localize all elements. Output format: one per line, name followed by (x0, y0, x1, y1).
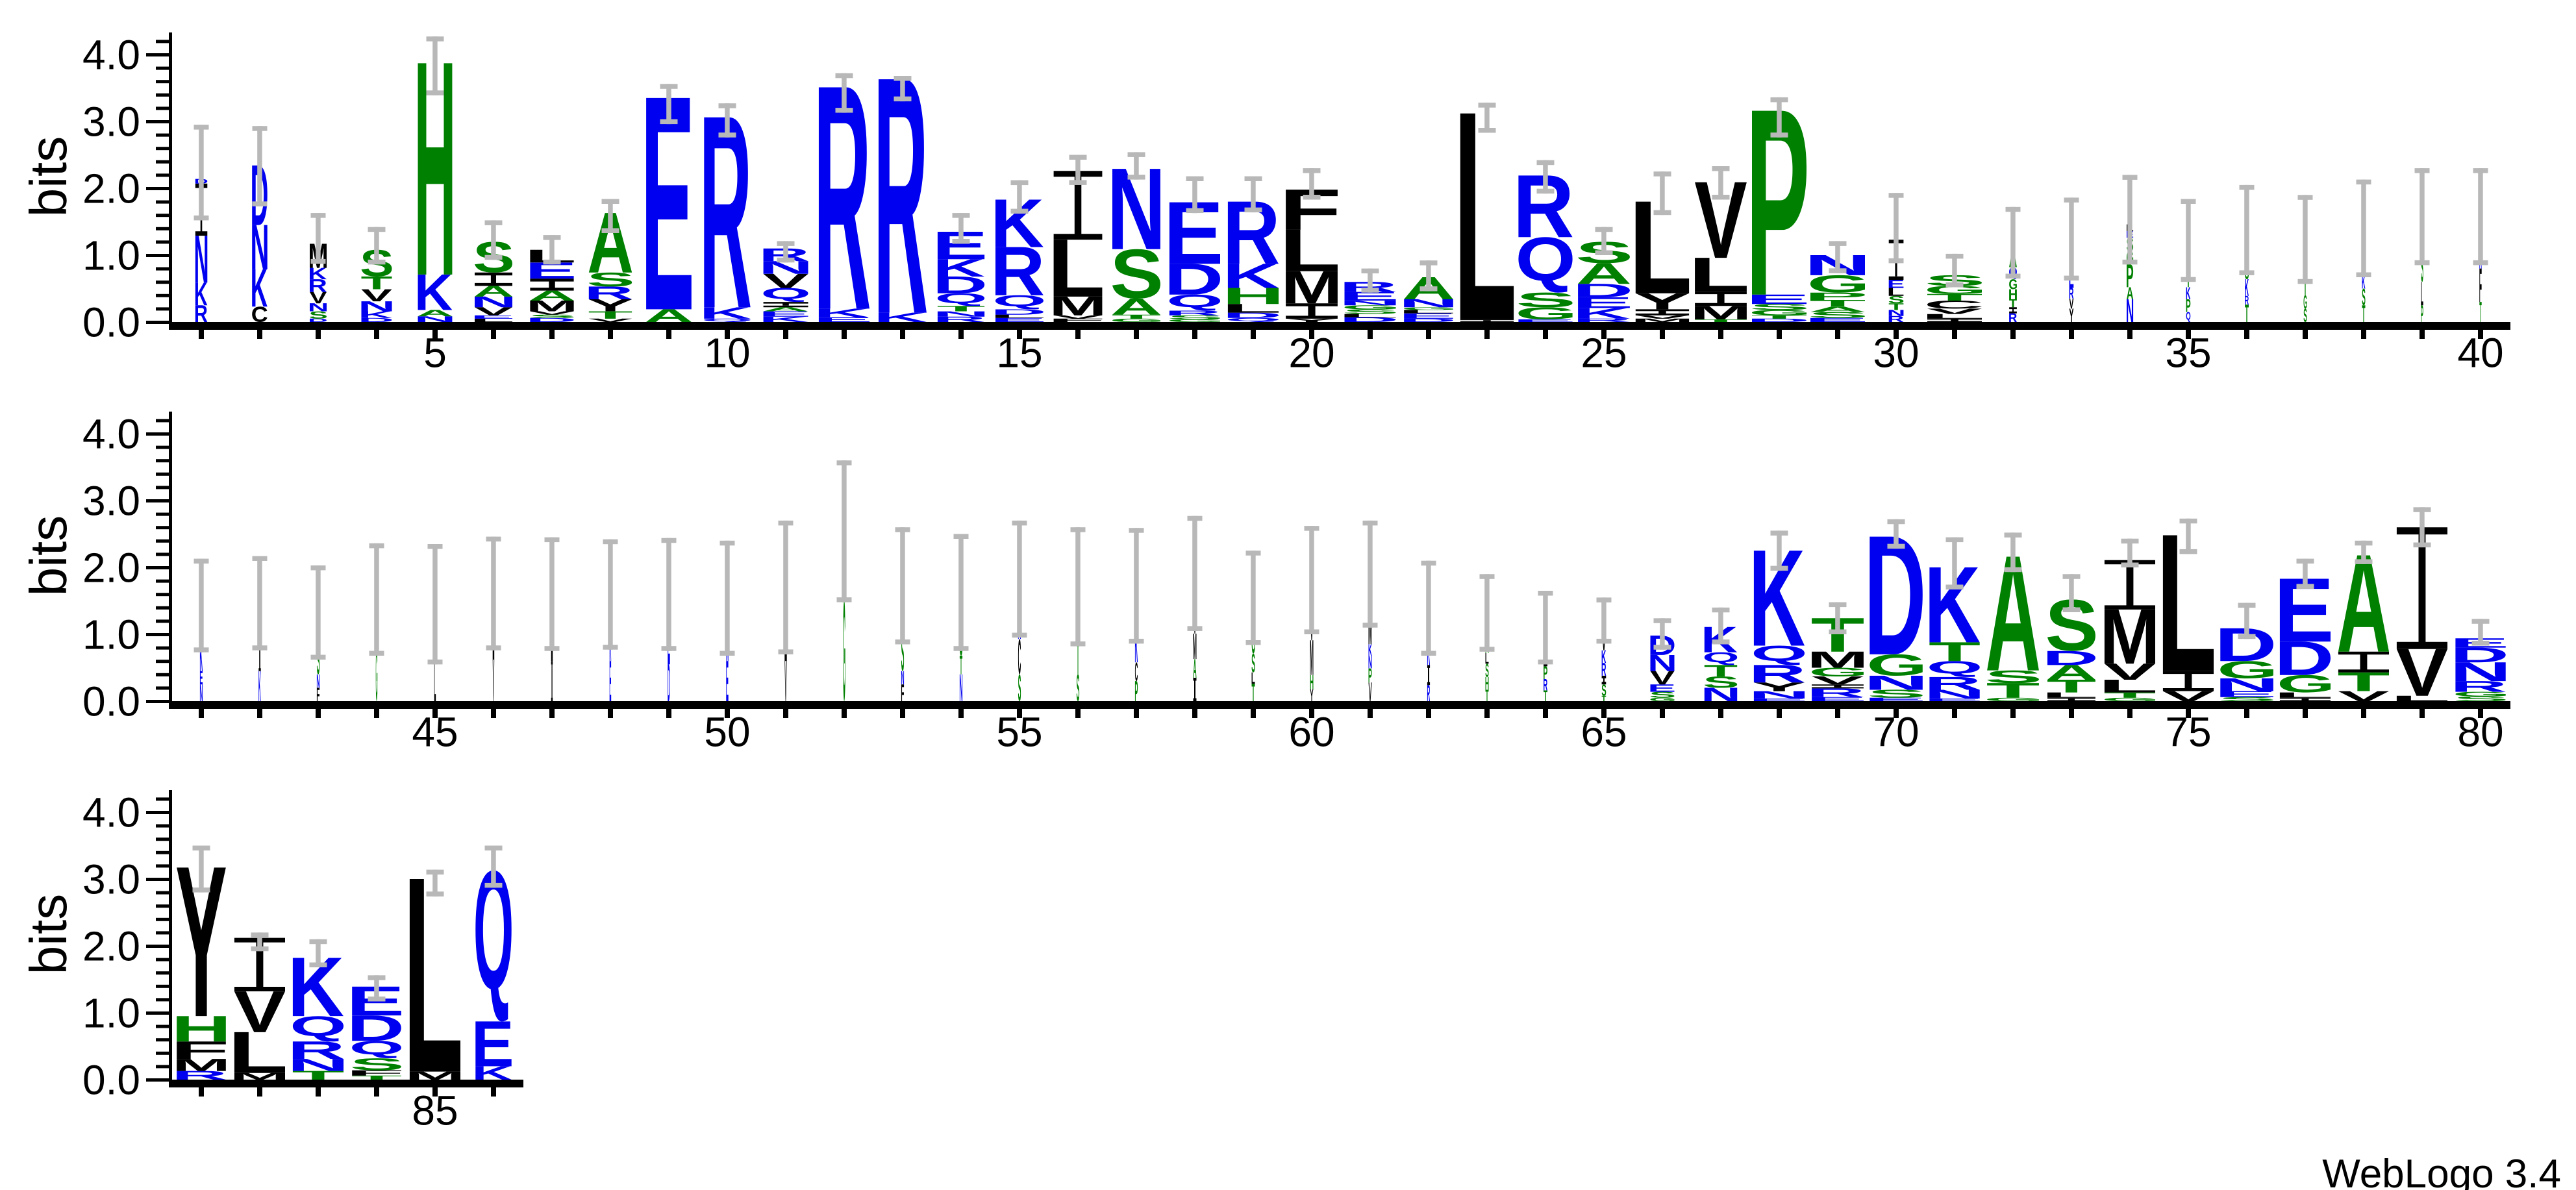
svg-text:bits: bits (19, 515, 77, 597)
svg-text:10: 10 (704, 330, 750, 377)
svg-text:bits: bits (19, 136, 77, 217)
svg-text:55: 55 (996, 709, 1042, 756)
svg-text:WebLogo 3.4: WebLogo 3.4 (2322, 1152, 2561, 1190)
svg-text:4.0: 4.0 (82, 411, 140, 458)
svg-text:65: 65 (1581, 709, 1627, 756)
svg-text:75: 75 (2165, 709, 2211, 756)
svg-text:25: 25 (1581, 330, 1627, 377)
svg-text:45: 45 (412, 709, 458, 756)
svg-text:bits: bits (19, 894, 77, 975)
svg-text:4.0: 4.0 (82, 789, 140, 836)
svg-text:3.0: 3.0 (82, 478, 140, 525)
svg-text:80: 80 (2457, 709, 2503, 756)
svg-text:70: 70 (1873, 709, 1919, 756)
svg-text:0.0: 0.0 (82, 299, 140, 346)
svg-text:50: 50 (704, 709, 750, 756)
svg-text:1.0: 1.0 (82, 612, 140, 658)
svg-text:0.0: 0.0 (82, 1057, 140, 1104)
svg-text:2.0: 2.0 (82, 166, 140, 212)
svg-text:20: 20 (1288, 330, 1334, 377)
svg-text:5: 5 (423, 330, 447, 377)
svg-text:3.0: 3.0 (82, 856, 140, 903)
svg-text:60: 60 (1288, 709, 1334, 756)
svg-text:2.0: 2.0 (82, 923, 140, 970)
svg-text:1.0: 1.0 (82, 232, 140, 279)
svg-text:15: 15 (996, 330, 1042, 377)
svg-text:35: 35 (2165, 330, 2211, 377)
svg-text:4.0: 4.0 (82, 32, 140, 79)
svg-text:1.0: 1.0 (82, 990, 140, 1037)
svg-text:30: 30 (1873, 330, 1919, 377)
svg-text:40: 40 (2457, 330, 2503, 377)
svg-text:2.0: 2.0 (82, 545, 140, 591)
svg-text:3.0: 3.0 (82, 99, 140, 145)
svg-text:0.0: 0.0 (82, 678, 140, 725)
svg-text:85: 85 (412, 1087, 458, 1134)
